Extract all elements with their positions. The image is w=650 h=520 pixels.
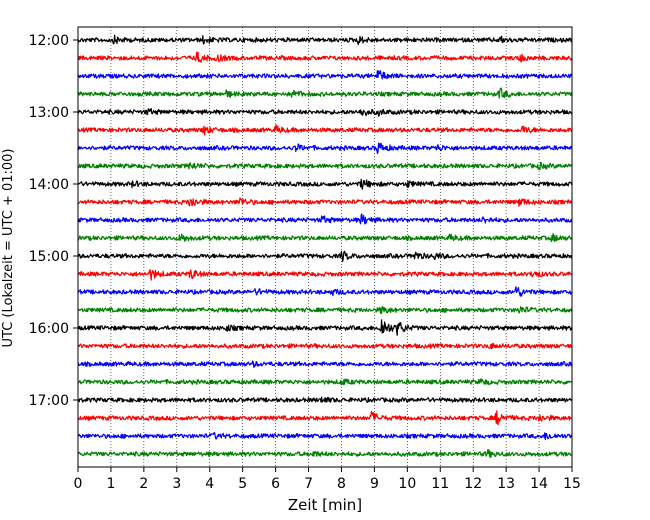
x-tick-label: 10 xyxy=(398,476,416,492)
seismic-traces xyxy=(77,34,573,459)
trace-1445 xyxy=(77,232,573,243)
trace-1500 xyxy=(77,250,573,262)
x-tick-label: 0 xyxy=(74,476,83,492)
x-tick-label: 12 xyxy=(464,476,482,492)
x-tick-label: 3 xyxy=(172,476,181,492)
trace-1300 xyxy=(77,108,573,117)
x-tick-label: 6 xyxy=(271,476,280,492)
x-tick-label: 4 xyxy=(205,476,214,492)
trace-1530 xyxy=(77,286,573,297)
trace-1230 xyxy=(77,70,573,80)
y-axis-label: UTC (Lokalzeit = UTC + 01:00) xyxy=(1,149,16,348)
x-tick-label: 9 xyxy=(370,476,379,492)
trace-1645 xyxy=(77,378,573,386)
trace-1215 xyxy=(77,51,573,63)
x-tick-label: 14 xyxy=(530,476,548,492)
grid-lines xyxy=(110,27,540,467)
y-tick-label: 17:00 xyxy=(29,393,69,409)
x-tick-label: 7 xyxy=(304,476,313,492)
trace-1745 xyxy=(77,449,573,459)
x-tick-label: 2 xyxy=(139,476,148,492)
y-tick-label: 12:00 xyxy=(29,33,69,49)
y-tick-label: 14:00 xyxy=(29,177,69,193)
trace-1600 xyxy=(77,319,573,336)
trace-1430 xyxy=(77,213,573,225)
x-tick-label: 15 xyxy=(563,476,581,492)
x-tick-label: 13 xyxy=(497,476,515,492)
y-tick-label: 13:00 xyxy=(29,105,69,121)
trace-1715 xyxy=(77,410,573,426)
trace-1515 xyxy=(77,269,573,281)
y-axis: 12:00 13:00 14:00 15:00 16:00 17:00 xyxy=(29,33,78,409)
trace-1330 xyxy=(77,142,573,155)
trace-1315 xyxy=(77,124,573,136)
trace-1245 xyxy=(77,87,573,99)
trace-1730 xyxy=(78,431,573,441)
y-tick-label: 15:00 xyxy=(29,249,69,265)
trace-1415 xyxy=(77,197,573,207)
plot-frame xyxy=(77,26,573,468)
x-axis: 0 1 2 3 4 5 6 7 8 9 10 11 12 13 14 15 xyxy=(74,467,581,492)
x-tick-label: 1 xyxy=(106,476,115,492)
trace-1700 xyxy=(77,396,573,403)
x-tick-label: 5 xyxy=(238,476,247,492)
trace-1630 xyxy=(77,360,573,368)
trace-1200 xyxy=(77,34,573,46)
y-tick-label: 16:00 xyxy=(29,321,69,337)
trace-1545 xyxy=(77,305,573,314)
trace-1615 xyxy=(77,342,573,350)
trace-1345 xyxy=(77,161,573,171)
trace-1400 xyxy=(77,178,573,190)
x-tick-label: 11 xyxy=(431,476,449,492)
x-axis-label: Zeit [min] xyxy=(288,496,362,514)
x-tick-label: 8 xyxy=(337,476,346,492)
